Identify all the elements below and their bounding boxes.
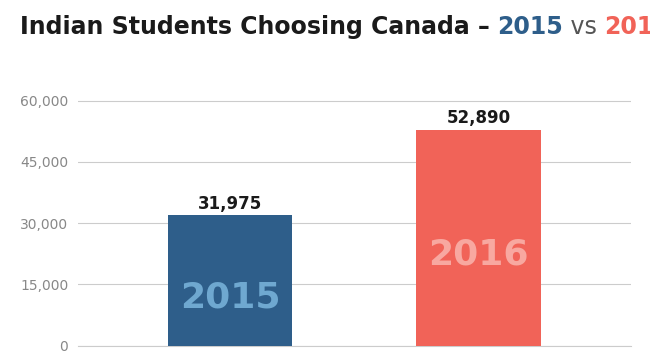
Text: 31,975: 31,975 (198, 195, 262, 213)
Text: 2015: 2015 (497, 15, 564, 39)
Text: vs: vs (564, 15, 604, 39)
Text: 2016: 2016 (604, 15, 650, 39)
Text: Indian Students Choosing Canada –: Indian Students Choosing Canada – (20, 15, 497, 39)
Text: 52,890: 52,890 (447, 109, 511, 127)
Text: 2016: 2016 (428, 238, 529, 272)
Bar (417, 130, 541, 346)
Bar (168, 215, 292, 346)
Text: 2015: 2015 (179, 280, 280, 314)
